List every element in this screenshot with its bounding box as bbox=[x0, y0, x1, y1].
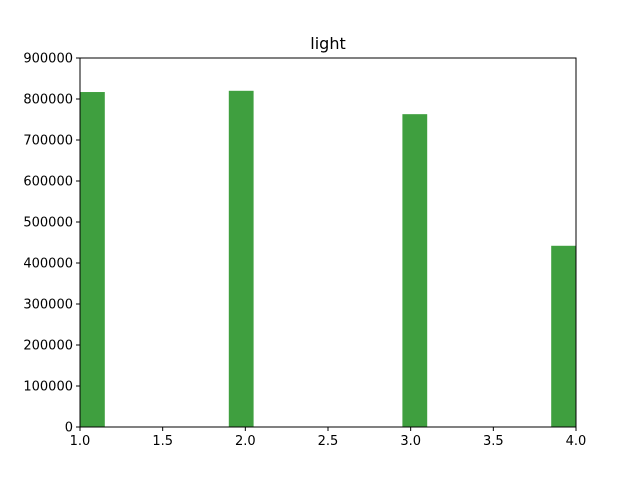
bar-1 bbox=[80, 92, 105, 427]
x-axis: 1.0 1.5 2.0 2.5 3.0 3.5 4.0 bbox=[70, 427, 587, 449]
chart-title: light bbox=[310, 34, 345, 53]
y-tick-label: 700000 bbox=[23, 134, 73, 149]
bars-group bbox=[80, 90, 576, 428]
x-tick-label: 3.0 bbox=[400, 434, 421, 449]
plot-frame bbox=[79, 57, 577, 428]
y-tick-label: 300000 bbox=[23, 298, 73, 313]
y-tick-label: 200000 bbox=[23, 339, 73, 354]
bar-2 bbox=[228, 90, 254, 428]
bar-4 bbox=[551, 245, 576, 427]
x-tick-label: 1.0 bbox=[70, 434, 91, 449]
y-tick-label: 400000 bbox=[23, 257, 73, 272]
y-tick-label: 100000 bbox=[23, 380, 73, 395]
x-tick-label: 4.0 bbox=[566, 434, 587, 449]
y-tick-label: 900000 bbox=[23, 52, 73, 67]
y-tick-label: 600000 bbox=[23, 175, 73, 190]
x-tick-label: 3.5 bbox=[483, 434, 504, 449]
x-tick-label: 2.0 bbox=[235, 434, 256, 449]
y-axis: 0 100000 200000 300000 400000 500000 600000 700… bbox=[23, 52, 80, 436]
y-tick-label: 0 bbox=[65, 421, 73, 436]
x-tick-label: 1.5 bbox=[152, 434, 173, 449]
y-tick-label: 500000 bbox=[23, 216, 73, 231]
y-tick-label: 800000 bbox=[23, 93, 73, 108]
bar-3 bbox=[402, 114, 428, 428]
x-tick-label: 2.5 bbox=[318, 434, 339, 449]
